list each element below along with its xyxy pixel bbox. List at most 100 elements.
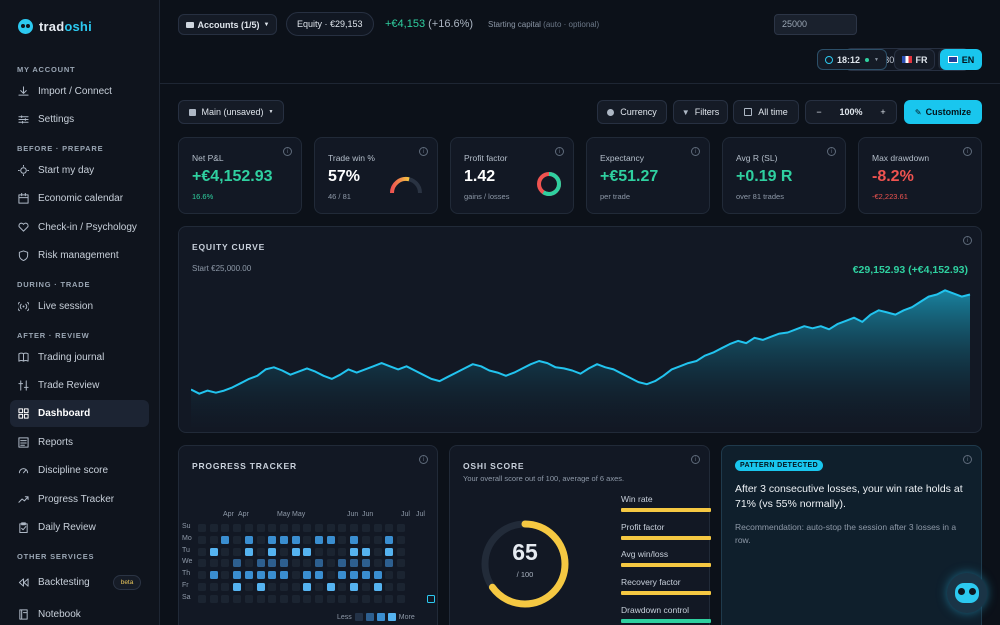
heatmap-cell[interactable] [233, 535, 242, 544]
heatmap-cell[interactable] [338, 547, 347, 556]
heatmap-cell[interactable] [221, 594, 230, 603]
heatmap-cell[interactable] [279, 547, 288, 556]
info-icon[interactable]: i [963, 147, 972, 156]
heatmap-cell[interactable] [396, 583, 405, 591]
heatmap-cell[interactable] [361, 571, 370, 580]
heatmap-cell[interactable] [303, 535, 312, 544]
heatmap-cell[interactable] [373, 524, 382, 532]
heatmap-cell[interactable] [338, 571, 347, 580]
heatmap-cell[interactable] [303, 559, 312, 568]
heatmap-cell[interactable] [233, 547, 242, 556]
heatmap-cell[interactable] [291, 535, 300, 544]
heatmap-cell[interactable] [385, 583, 394, 591]
heatmap-cell[interactable] [198, 571, 206, 580]
range-option-30d[interactable]: 30d [884, 54, 900, 65]
heatmap-cell[interactable] [338, 583, 347, 591]
heatmap-cell[interactable] [256, 547, 265, 556]
heatmap-cell[interactable] [373, 559, 382, 568]
info-icon[interactable]: i [419, 147, 428, 156]
heatmap-cell[interactable] [385, 594, 394, 603]
heatmap-cell[interactable] [350, 547, 359, 556]
sidebar-item-reports[interactable]: Reports [10, 429, 149, 456]
heatmap-cell[interactable] [279, 559, 288, 568]
sidebar-item-import-connect[interactable]: Import / Connect [10, 78, 149, 105]
heatmap-cell[interactable] [396, 559, 405, 568]
heatmap-cell[interactable] [291, 594, 300, 603]
heatmap-cell[interactable] [326, 571, 335, 580]
layout-dropdown[interactable]: Main (unsaved) ▼ [178, 100, 284, 124]
sidebar-item-settings[interactable]: Settings [10, 106, 149, 133]
heatmap-cell[interactable] [198, 547, 206, 556]
heatmap-cell[interactable] [303, 594, 312, 603]
heatmap-cell[interactable] [233, 559, 242, 568]
sidebar-item-discipline-score[interactable]: Discipline score [10, 457, 149, 484]
sidebar-item-live-session[interactable]: Live session [10, 293, 149, 320]
heatmap-cell[interactable] [268, 535, 277, 544]
info-icon[interactable]: i [283, 147, 292, 156]
heatmap-cell[interactable] [268, 547, 277, 556]
lang-fr-button[interactable]: FR [894, 49, 935, 70]
heatmap-cell[interactable] [209, 524, 218, 532]
info-icon[interactable]: i [691, 147, 700, 156]
heatmap-cell[interactable] [209, 559, 218, 568]
sidebar-item-risk-management[interactable]: Risk management [10, 242, 149, 269]
heatmap-cell[interactable] [303, 524, 312, 532]
info-icon[interactable]: i [419, 455, 428, 464]
heatmap-cell[interactable] [396, 594, 405, 603]
heatmap-cell[interactable] [209, 594, 218, 603]
heatmap-cell[interactable] [256, 594, 265, 603]
heatmap-cell[interactable] [233, 594, 242, 603]
heatmap-cell[interactable] [244, 535, 253, 544]
sidebar-item-dashboard[interactable]: Dashboard [10, 400, 149, 427]
heatmap-cell[interactable] [198, 559, 206, 568]
heatmap-cell[interactable] [326, 524, 335, 532]
heatmap-cell[interactable] [350, 559, 359, 568]
customize-button[interactable]: ✎ Customize [904, 100, 982, 124]
currency-button[interactable]: Currency [597, 100, 667, 124]
heatmap-cell[interactable] [244, 524, 253, 532]
starting-capital-input[interactable]: 25000 [774, 14, 857, 35]
heatmap-cell[interactable] [279, 594, 288, 603]
heatmap-cell[interactable] [279, 524, 288, 532]
heatmap-today-cell[interactable] [427, 595, 435, 603]
sidebar-item-start-my-day[interactable]: Start my day [10, 157, 149, 184]
heatmap-cell[interactable] [268, 559, 277, 568]
heatmap-cell[interactable] [396, 571, 405, 580]
heatmap-cell[interactable] [291, 547, 300, 556]
heatmap-cell[interactable] [361, 524, 370, 532]
heatmap-cell[interactable] [268, 524, 277, 532]
heatmap-cell[interactable] [350, 594, 359, 603]
lang-en-button[interactable]: EN [940, 49, 982, 70]
heatmap-cell[interactable] [244, 583, 253, 591]
heatmap-cell[interactable] [338, 559, 347, 568]
heatmap-cell[interactable] [350, 583, 359, 591]
heatmap-cell[interactable] [373, 535, 382, 544]
heatmap-cell[interactable] [209, 547, 218, 556]
sidebar-item-check-in-psychology[interactable]: Check-in / Psychology [10, 214, 149, 241]
heatmap-cell[interactable] [268, 571, 277, 580]
heatmap-cell[interactable] [396, 524, 405, 532]
heatmap-cell[interactable] [315, 559, 323, 568]
heatmap-cell[interactable] [385, 547, 394, 556]
heatmap-cell[interactable] [396, 535, 405, 544]
sidebar-item-backtesting[interactable]: Backtesting beta [10, 569, 149, 596]
heatmap-cell[interactable] [338, 535, 347, 544]
heatmap-cell[interactable] [256, 571, 265, 580]
heatmap-cell[interactable] [315, 547, 323, 556]
heatmap-cell[interactable] [221, 571, 230, 580]
heatmap-cell[interactable] [221, 547, 230, 556]
heatmap-cell[interactable] [373, 594, 382, 603]
heatmap-cell[interactable] [303, 583, 312, 591]
heatmap-cell[interactable] [303, 547, 312, 556]
heatmap-cell[interactable] [291, 559, 300, 568]
heatmap-cell[interactable] [209, 571, 218, 580]
info-icon[interactable]: i [963, 455, 972, 464]
heatmap-cell[interactable] [256, 583, 265, 591]
heatmap-cell[interactable] [303, 571, 312, 580]
heatmap-cell[interactable] [198, 594, 206, 603]
heatmap-cell[interactable] [244, 547, 253, 556]
sidebar-item-trade-review[interactable]: Trade Review [10, 372, 149, 399]
heatmap-cell[interactable] [350, 524, 359, 532]
filters-button[interactable]: ▼ Filters [673, 100, 728, 124]
heatmap-cell[interactable] [361, 535, 370, 544]
